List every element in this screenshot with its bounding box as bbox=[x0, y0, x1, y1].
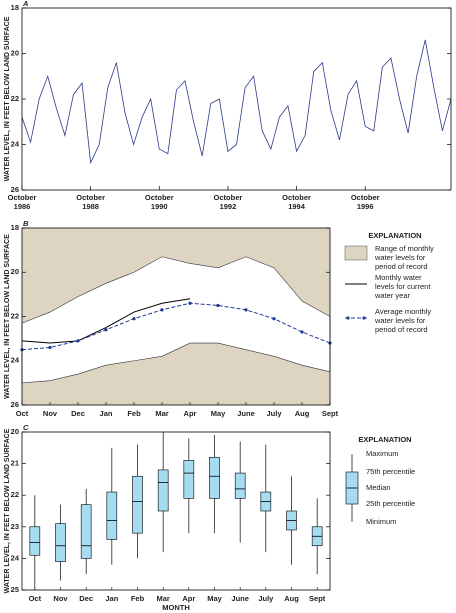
series-marker bbox=[104, 328, 108, 332]
legend-label: 25th percentile bbox=[366, 499, 415, 508]
y-tick-label: 26 bbox=[11, 400, 19, 409]
box bbox=[183, 460, 195, 499]
x-tick-label: Jan bbox=[100, 409, 113, 418]
water-level-line bbox=[21, 39, 452, 165]
x-tick-label: Apr bbox=[184, 409, 197, 418]
legend-label: 75th percentile bbox=[366, 467, 415, 476]
x-tick-label: October 1990 bbox=[145, 193, 174, 211]
panel-letter: B bbox=[23, 219, 29, 228]
series-marker bbox=[76, 339, 80, 343]
x-tick-label: Oct bbox=[29, 594, 42, 603]
x-tick-label: July bbox=[266, 409, 282, 418]
series-line bbox=[21, 298, 191, 344]
legend-label: Maximum bbox=[366, 449, 399, 458]
y-axis-label: WATER LEVEL, IN FEET BELOW LAND SURFACE bbox=[4, 428, 11, 593]
legend-title: EXPLANATION bbox=[358, 435, 411, 444]
y-axis-label: WATER LEVEL, IN FEET BELOW LAND SURFACE bbox=[4, 234, 11, 399]
legend-label: Monthly water levels for current water yea… bbox=[374, 273, 431, 300]
y-tick-label: 24 bbox=[11, 139, 20, 148]
x-tick-label: Jan bbox=[105, 594, 118, 603]
x-tick-label: July bbox=[258, 594, 274, 603]
y-axis-label: WATER LEVEL, IN FEET BELOW LAND SURFACE bbox=[4, 16, 11, 181]
series-line bbox=[21, 302, 331, 351]
series-marker bbox=[188, 301, 192, 305]
x-tick-label: Dec bbox=[71, 409, 85, 418]
x-tick-label: Feb bbox=[127, 409, 141, 418]
series-marker bbox=[132, 317, 136, 321]
x-tick-label: Sept bbox=[322, 409, 339, 418]
x-tick-label: October 1988 bbox=[76, 193, 105, 211]
x-tick-label: Mar bbox=[155, 409, 168, 418]
x-tick-label: October 1992 bbox=[214, 193, 243, 211]
x-tick-label: Feb bbox=[131, 594, 145, 603]
legend-swatch bbox=[344, 245, 368, 261]
y-tick-label: 25 bbox=[11, 585, 19, 594]
panel-letter: C bbox=[23, 423, 29, 432]
x-tick-label: Aug bbox=[295, 409, 310, 418]
series-marker bbox=[244, 308, 248, 312]
box bbox=[157, 469, 169, 512]
x-tick-label: June bbox=[237, 409, 255, 418]
y-tick-label: 26 bbox=[11, 185, 19, 194]
legend-label: Median bbox=[366, 483, 391, 492]
series-marker bbox=[216, 303, 220, 308]
x-tick-label: October 1996 bbox=[351, 193, 380, 211]
legend-label: Minimum bbox=[366, 517, 396, 526]
box bbox=[80, 504, 92, 559]
x-tick-label: Oct bbox=[16, 409, 29, 418]
x-tick-label: Nov bbox=[43, 409, 58, 418]
series-marker bbox=[272, 317, 276, 321]
y-tick-label: 24 bbox=[11, 553, 20, 562]
box bbox=[29, 526, 41, 556]
legend-marker bbox=[346, 316, 350, 320]
x-tick-label: Dec bbox=[79, 594, 93, 603]
box bbox=[106, 491, 118, 540]
series-marker bbox=[160, 308, 164, 312]
series-marker bbox=[48, 345, 52, 350]
x-tick-label: October 1994 bbox=[282, 193, 311, 211]
y-tick-label: 24 bbox=[11, 356, 20, 365]
box bbox=[55, 523, 66, 562]
x-axis-label: MONTH bbox=[162, 603, 190, 612]
x-tick-label: Mar bbox=[156, 594, 169, 603]
x-tick-label: June bbox=[231, 594, 249, 603]
y-tick-label: 20 bbox=[11, 427, 19, 436]
plot-frame bbox=[21, 431, 331, 591]
legend-label: Average monthly water levels for period of… bbox=[374, 307, 431, 334]
series-marker bbox=[300, 330, 304, 334]
y-tick-label: 22 bbox=[11, 94, 19, 103]
legend-marker bbox=[362, 316, 366, 320]
box bbox=[209, 456, 220, 499]
y-tick-label: 23 bbox=[11, 522, 19, 531]
plot-frame bbox=[21, 7, 452, 191]
y-tick-label: 18 bbox=[11, 3, 19, 12]
y-tick-label: 22 bbox=[11, 311, 19, 320]
x-tick-label: Nov bbox=[53, 594, 68, 603]
box bbox=[234, 472, 246, 499]
legend-label: Range of monthly water levels for period o… bbox=[374, 244, 434, 271]
legend-title: EXPLANATION bbox=[368, 231, 421, 240]
plot-frame bbox=[21, 227, 331, 406]
x-tick-label: May bbox=[211, 409, 226, 418]
x-tick-label: Sept bbox=[309, 594, 326, 603]
y-tick-label: 22 bbox=[11, 490, 19, 499]
x-tick-label: Apr bbox=[182, 594, 195, 603]
y-tick-label: 18 bbox=[11, 223, 19, 232]
y-tick-label: 20 bbox=[11, 48, 19, 57]
x-tick-label: Aug bbox=[284, 594, 299, 603]
y-tick-label: 20 bbox=[11, 267, 19, 276]
box bbox=[132, 475, 143, 534]
panel-letter: A bbox=[22, 0, 28, 8]
x-tick-label: October 1986 bbox=[8, 193, 37, 211]
y-tick-label: 21 bbox=[11, 459, 19, 468]
x-tick-label: May bbox=[207, 594, 222, 603]
